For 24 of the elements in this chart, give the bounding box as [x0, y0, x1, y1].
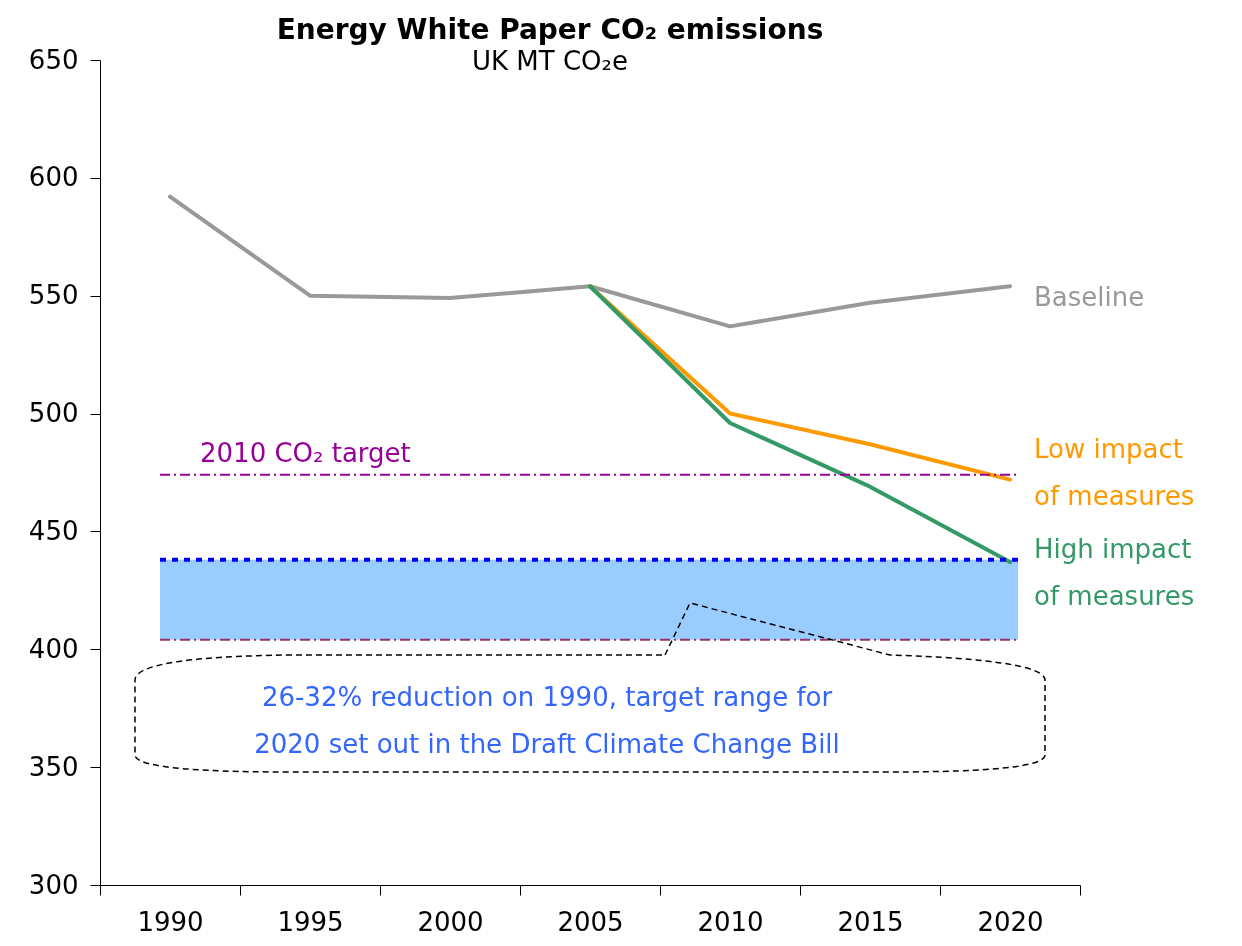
y-tick-label: 450 [28, 515, 79, 546]
x-tick-label: 2015 [837, 906, 904, 937]
ref-line-label: 2010 CO₂ target [200, 437, 411, 468]
y-tick-label: 600 [28, 162, 79, 193]
line-series [588, 284, 1012, 565]
series-label: Baseline [1034, 282, 1145, 313]
series-label: High impact of measures [1034, 534, 1195, 612]
series-label: Low impact of measures [1034, 433, 1195, 511]
y-tick-label: 650 [28, 44, 79, 75]
chart-subtitle: UK MT CO₂e [472, 46, 628, 76]
y-tick-label: 300 [28, 869, 79, 900]
x-tick-label: 2005 [557, 906, 624, 937]
x-tick-label: 2000 [417, 906, 484, 937]
x-tick-label: 1990 [137, 906, 204, 937]
x-tick-label: 2020 [977, 906, 1044, 937]
y-tick-label: 500 [28, 398, 79, 429]
x-tick-label: 1995 [277, 906, 344, 937]
band-label: 26-32% reduction on 1990, target range for 2020 set out in the Draft Climate Change Bill [254, 682, 840, 759]
y-tick-label: 400 [28, 633, 79, 664]
line-series [168, 194, 1012, 329]
x-tick-label: 2010 [697, 906, 764, 937]
chart-title: Energy White Paper CO₂ emissions [276, 13, 824, 46]
y-tick-label: 350 [28, 751, 79, 782]
y-tick-label: 550 [28, 280, 79, 311]
